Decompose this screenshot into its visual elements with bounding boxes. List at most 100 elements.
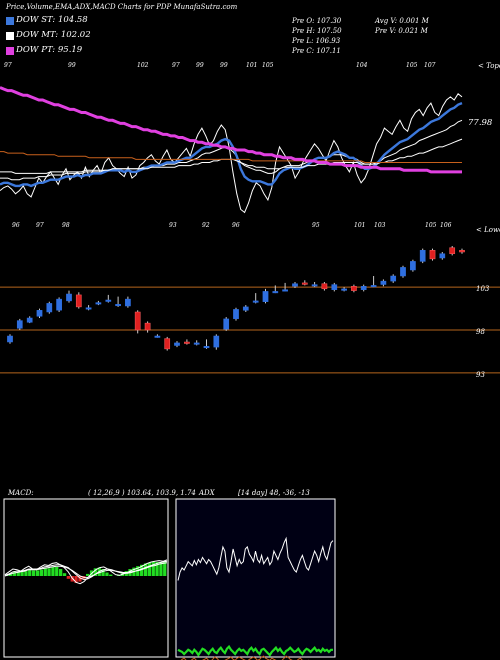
macd-histogram-bar xyxy=(28,569,32,576)
macd-histogram-bar xyxy=(101,569,105,576)
macd-histogram-bar xyxy=(51,566,55,576)
candle-body xyxy=(66,293,72,302)
ema-bottom-label: 97 xyxy=(36,222,44,229)
candle-body xyxy=(360,286,367,290)
adx-title: ADX xyxy=(199,489,215,497)
ema-bottom-label: 96 xyxy=(12,222,20,229)
ema-top-label: 107 xyxy=(424,62,436,69)
ohlc-high: Pre H: 107.50 xyxy=(292,27,342,35)
macd-histogram-bar xyxy=(12,571,16,576)
candle-body xyxy=(16,320,23,329)
ema-last-value-label: 77.98 xyxy=(468,118,493,128)
ema-top-label: 99 xyxy=(220,62,228,69)
macd-histogram-bar xyxy=(35,570,40,576)
candle-body xyxy=(36,310,43,317)
macd-histogram-bar xyxy=(140,564,144,576)
candle-body xyxy=(134,311,141,331)
candle-body xyxy=(144,322,151,331)
candle-body xyxy=(380,280,387,285)
macd-histogram-bar xyxy=(78,576,82,582)
candle-body xyxy=(95,302,102,305)
ema-bottom-label: 103 xyxy=(374,222,386,229)
candle-body xyxy=(370,285,377,288)
macd-histogram-bar xyxy=(109,574,113,576)
macd-histogram-bar xyxy=(20,571,24,576)
candle-body xyxy=(429,250,436,260)
candle-body xyxy=(321,283,328,290)
adx-frame xyxy=(175,498,336,658)
macd-histogram-bar xyxy=(55,566,59,576)
macd-histogram-bar xyxy=(43,568,47,576)
legend-label-mt: DOW MT: 102.02 xyxy=(16,30,91,40)
ema-corner-label: < Tope xyxy=(478,62,500,70)
ema-series-line-1 xyxy=(0,119,463,181)
macd-title: MACD: xyxy=(8,489,34,497)
candle-body xyxy=(419,250,426,262)
candle-body xyxy=(164,338,171,350)
macd-histogram-bar xyxy=(39,569,43,576)
macd-histogram-bar xyxy=(47,568,51,576)
ema-top-label: 101 xyxy=(246,62,258,69)
price-tick-label: 98 xyxy=(476,328,485,336)
candle-body xyxy=(213,335,220,348)
ohlc-open: Pre O: 107.30 xyxy=(292,17,342,25)
candle-body xyxy=(85,307,92,310)
candle-body xyxy=(390,275,397,282)
candle-body xyxy=(154,335,161,338)
legend-label-st: DOW ST: 104.58 xyxy=(16,15,88,25)
macd-histogram-bar xyxy=(143,563,148,576)
macd-histogram-bar xyxy=(159,562,163,576)
adx-series-line-1 xyxy=(177,644,333,658)
candle-body xyxy=(203,346,210,349)
ema-bottom-label: 92 xyxy=(202,222,210,229)
macd-histogram-bar xyxy=(147,562,151,576)
macd-histogram-bar xyxy=(151,562,155,576)
ohlc-low: Pre L: 106.93 xyxy=(292,37,341,45)
ema-top-label: 97 xyxy=(172,62,180,69)
macd-histogram-bar xyxy=(155,562,159,576)
ema-top-label: 105 xyxy=(262,62,274,69)
candle-body xyxy=(311,284,318,287)
legend-swatch-pt xyxy=(6,47,14,55)
ema-bottom-label: 96 xyxy=(232,222,240,229)
candle-body xyxy=(400,267,406,277)
candle-body xyxy=(26,317,33,323)
candle-body xyxy=(449,247,456,254)
candle-body xyxy=(301,282,308,285)
candle-body xyxy=(272,291,279,294)
macd-series-line-1 xyxy=(4,560,168,581)
candle-body xyxy=(46,303,53,313)
candle-body xyxy=(193,342,200,345)
ema-series-line-2 xyxy=(0,101,463,188)
ema-top-label: 99 xyxy=(68,62,76,69)
macd-series-line-2 xyxy=(4,562,168,578)
candle-body xyxy=(341,288,347,291)
macd-histogram-bar xyxy=(66,576,70,579)
macd-histogram-bar xyxy=(62,573,67,576)
ema-series-line-5 xyxy=(0,86,462,174)
candle-body xyxy=(7,335,13,343)
ema-bottom-label: 98 xyxy=(62,222,70,229)
candle-body xyxy=(282,289,288,292)
candle-body xyxy=(410,261,416,271)
ema-bottom-label: 95 xyxy=(312,222,320,229)
candle-body xyxy=(105,299,112,302)
ema-bottom-label: 105 xyxy=(425,222,437,229)
macd-params: ( 12,26,9 ) 103.64, 103.9, 1.74 xyxy=(88,489,196,497)
ema-top-label: 105 xyxy=(406,62,418,69)
price-tick-label: 93 xyxy=(476,370,485,379)
pre-volume: Pre V: 0.021 M xyxy=(375,27,428,35)
adx-params: [14 day] 48, -36, -13 xyxy=(238,489,310,497)
candle-body xyxy=(184,341,190,344)
ema-top-label: 99 xyxy=(196,62,204,69)
macd-histogram-bar xyxy=(32,570,36,576)
candle-body xyxy=(331,284,338,290)
candle-body xyxy=(115,304,121,307)
price-corner-label: < Lowes xyxy=(476,226,500,234)
macd-histogram-bar xyxy=(105,572,109,576)
